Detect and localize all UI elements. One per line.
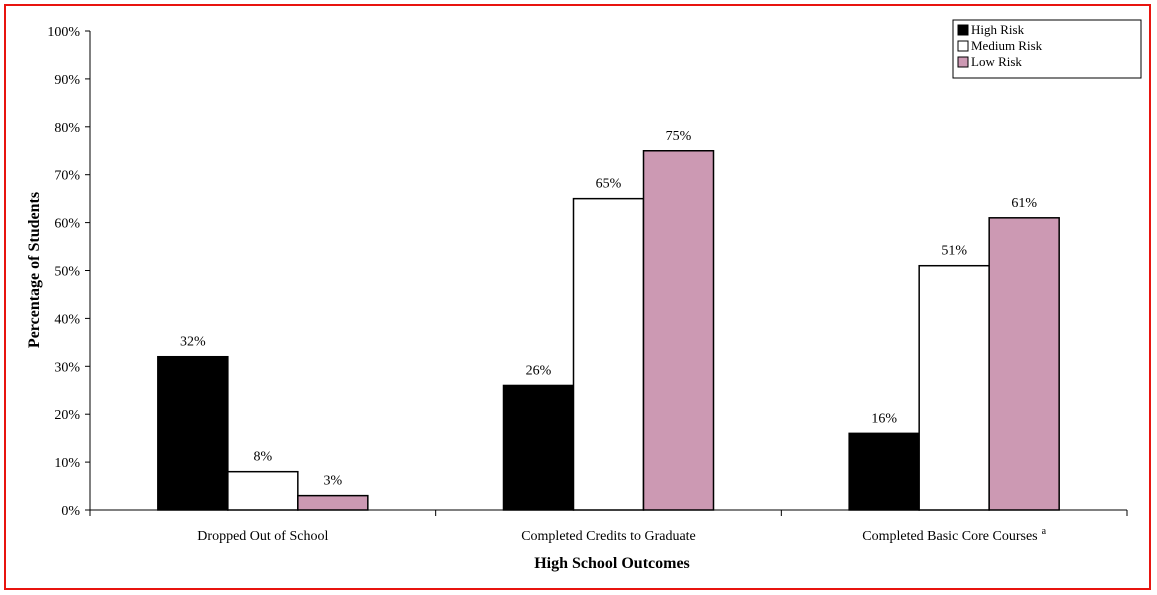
bar (989, 218, 1059, 510)
data-label: 26% (526, 363, 552, 378)
bar (919, 266, 989, 510)
data-label: 61% (1011, 196, 1037, 211)
data-label: 3% (323, 474, 342, 489)
bar (644, 151, 714, 510)
legend-swatch (958, 57, 968, 67)
category-label: Completed Basic Core Courses a (862, 526, 1046, 544)
legend-label: Low Risk (971, 54, 1022, 69)
data-label: 32% (180, 335, 206, 350)
legend-swatch (958, 41, 968, 51)
y-tick-label: 90% (54, 73, 80, 88)
bar (504, 385, 574, 510)
y-axis-title: Percentage of Students (26, 192, 43, 348)
chart-bars (158, 151, 1059, 510)
legend-swatch (958, 25, 968, 35)
category-label: Dropped Out of School (197, 529, 328, 544)
y-tick-label: 50% (54, 265, 80, 280)
y-tick-label: 20% (54, 408, 80, 423)
y-tick-label: 100% (47, 25, 80, 40)
x-axis-title: High School Outcomes (534, 555, 690, 572)
y-tick-label: 10% (54, 456, 80, 471)
y-tick-label: 60% (54, 217, 80, 232)
data-label: 16% (871, 411, 897, 426)
y-tick-label: 80% (54, 121, 80, 136)
legend-label: High Risk (971, 22, 1025, 37)
bar (574, 199, 644, 510)
bar (298, 496, 368, 510)
data-label: 75% (666, 129, 692, 144)
category-superscript: a (1042, 526, 1047, 537)
y-tick-label: 40% (54, 312, 80, 327)
data-label: 65% (596, 177, 622, 192)
bar (849, 433, 919, 510)
category-label: Completed Credits to Graduate (521, 529, 696, 544)
legend-label: Medium Risk (971, 38, 1043, 53)
y-tick-label: 0% (61, 504, 80, 519)
bar (158, 357, 228, 510)
y-tick-label: 70% (54, 169, 80, 184)
data-label: 8% (253, 450, 272, 465)
y-tick-label: 30% (54, 360, 80, 375)
bar (228, 472, 298, 510)
data-label: 51% (941, 244, 967, 259)
